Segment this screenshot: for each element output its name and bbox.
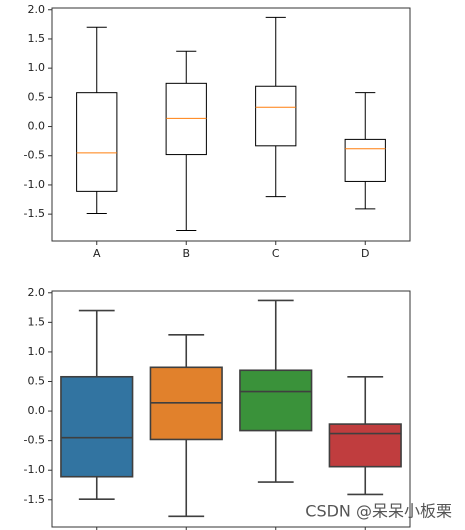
y-tick-label: -0.5 [24, 149, 45, 162]
x-tick-label: B [182, 247, 190, 260]
box [328, 423, 402, 468]
y-tick-label: -0.5 [24, 434, 45, 447]
x-tick-label: D [361, 247, 369, 260]
axes-frame [51, 7, 411, 242]
box [239, 369, 313, 432]
y-tick-label: 1.0 [28, 61, 46, 74]
y-tick-label: -1.5 [24, 207, 45, 220]
box [76, 92, 118, 192]
chart: 2.0 1.5 1.0 0.5 0.0 -0.5 -1.0 -1.5 [24, 286, 411, 530]
y-tick-label: 0.0 [28, 120, 46, 133]
y-tick-label: 0.5 [28, 90, 46, 103]
y-tick-label: 1.5 [28, 315, 46, 328]
y-tick-label: -1.0 [24, 463, 45, 476]
y-tick-label: 0.0 [28, 404, 46, 417]
y-tick-label: 0.5 [28, 374, 46, 387]
x-tick-label: C [272, 247, 280, 260]
box [344, 138, 386, 182]
box [60, 375, 134, 478]
x-tick-label: A [93, 247, 101, 260]
y-tick-label: 2.0 [28, 286, 46, 299]
axes-frame [51, 290, 411, 528]
y-tick-label: -1.5 [24, 493, 45, 506]
box [255, 85, 297, 147]
y-tick-label: -1.0 [24, 178, 45, 191]
y-tick-label: 1.5 [28, 32, 46, 45]
y-tick-label: 2.0 [28, 3, 46, 16]
chart: 2.0 1.5 1.0 0.5 0.0 -0.5 -1.0 -1.5 A B C D [24, 3, 411, 260]
watermark: CSDN @呆呆小板栗 [305, 502, 452, 521]
box [165, 82, 207, 156]
y-tick-label: 1.0 [28, 345, 46, 358]
